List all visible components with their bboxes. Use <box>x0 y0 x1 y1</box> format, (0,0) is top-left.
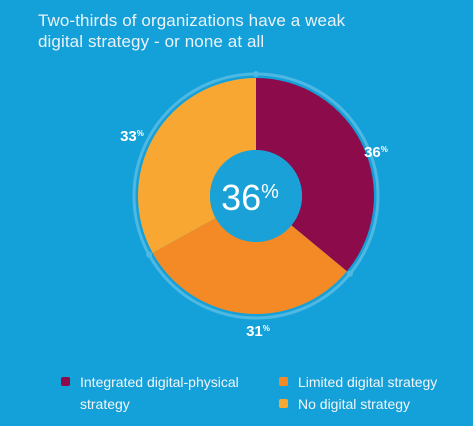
slice-label-value-limited: 31 <box>246 323 263 340</box>
slice-label-unit-integrated: % <box>381 145 388 154</box>
slice-label-limited: 31% <box>246 323 270 340</box>
slice-label-integrated: 36% <box>364 144 388 161</box>
ring-notch-integrated <box>253 71 259 77</box>
donut-hole <box>210 150 302 242</box>
slice-label-unit-limited: % <box>263 324 270 333</box>
ring-outline <box>132 71 380 320</box>
donut-hole-fill <box>210 150 302 242</box>
ring-notch-none <box>146 251 153 258</box>
chart-title: Two-thirds of organizations have a weak … <box>38 10 458 52</box>
slice-label-value-integrated: 36 <box>364 144 381 161</box>
center-value-number: 36 <box>221 177 261 218</box>
chart-title-line-2: digital strategy - or none at all <box>38 32 265 51</box>
ring-notch-limited <box>347 270 354 277</box>
slice-labels: 36%31%33% <box>120 128 388 340</box>
donut-slice-limited <box>152 218 347 314</box>
donut-slice-none <box>137 78 256 253</box>
center-value-unit: % <box>261 181 279 203</box>
donut-slices <box>137 78 374 314</box>
center-label: 36% <box>221 177 279 218</box>
slice-label-none: 33% <box>120 128 144 145</box>
chart-title-line-1: Two-thirds of organizations have a weak <box>38 11 346 30</box>
center-value: 36% <box>221 177 279 218</box>
slice-label-value-none: 33 <box>120 128 137 145</box>
slice-label-unit-none: % <box>137 129 144 138</box>
donut-slice-integrated <box>256 78 374 272</box>
